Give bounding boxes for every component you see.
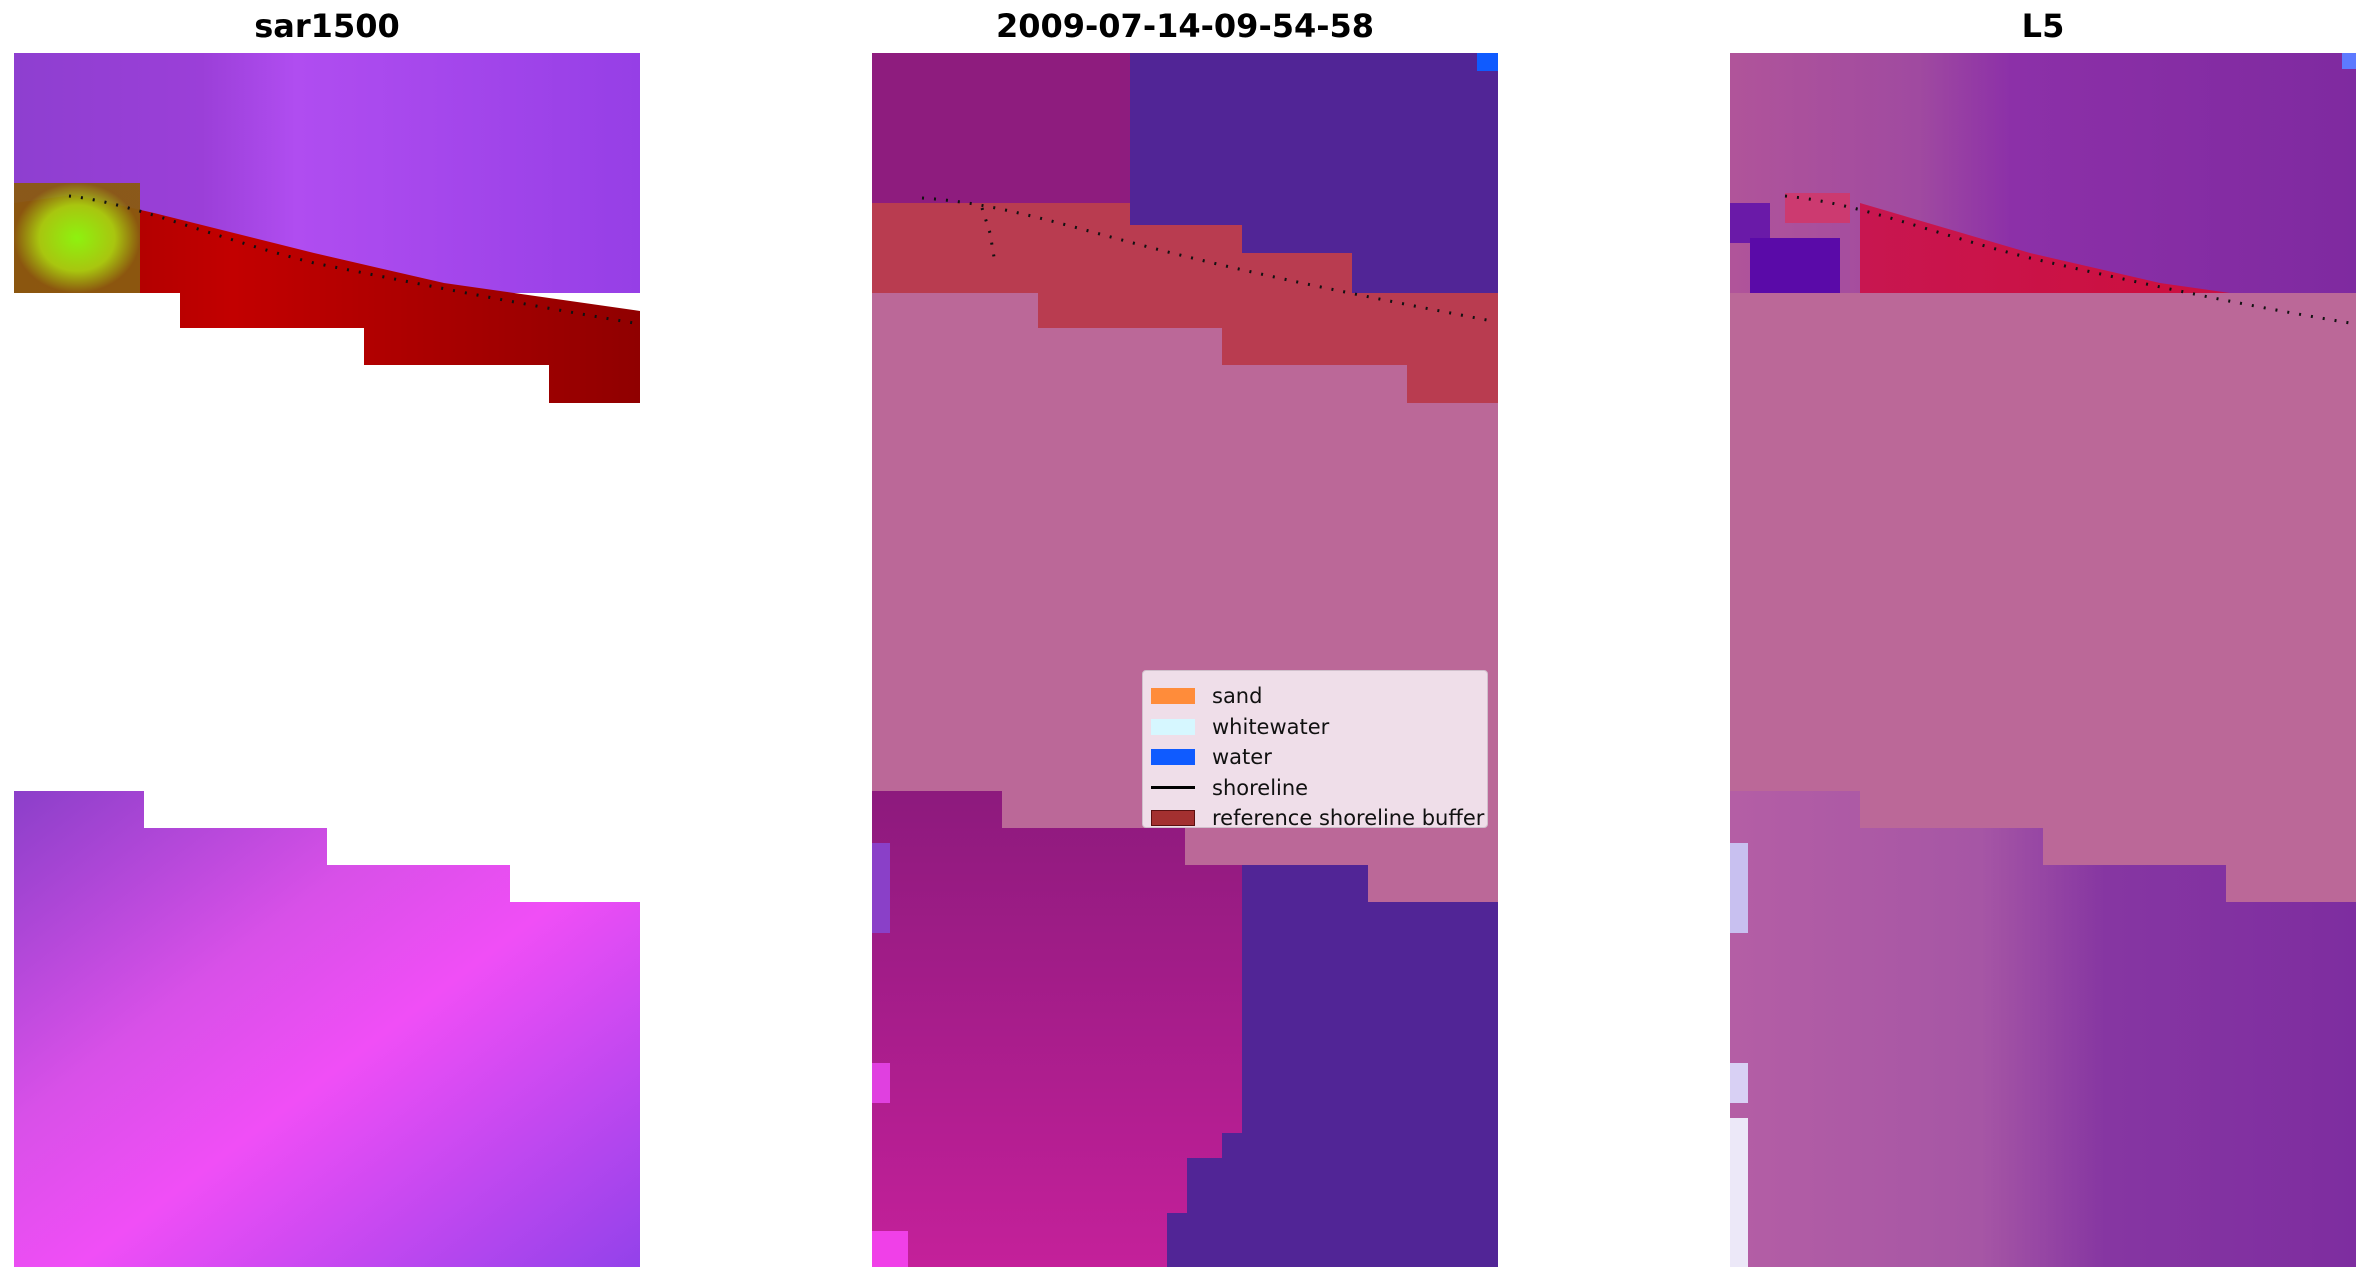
l5-image — [1730, 53, 2356, 1267]
water-swatch — [1151, 749, 1195, 766]
classified-image — [872, 53, 1498, 1267]
legend-item-water: water — [1151, 742, 1477, 773]
image-panel-sar1500 — [14, 53, 640, 1267]
image-panel-classified — [872, 53, 1498, 1267]
legend-label: sand — [1212, 684, 1263, 709]
buffer-swatch — [1151, 810, 1195, 827]
legend-label: shoreline — [1212, 775, 1309, 800]
legend-label: reference shoreline buffer — [1212, 806, 1485, 831]
legend-item-whitewater: whitewater — [1151, 712, 1477, 743]
image-panel-l5 — [1730, 53, 2356, 1267]
legend-label: whitewater — [1212, 714, 1330, 739]
legend-item-sand: sand — [1151, 681, 1477, 712]
shoreline-line — [1151, 786, 1195, 790]
sand-swatch — [1151, 688, 1195, 705]
legend-label: water — [1212, 745, 1272, 770]
panel-title-sar1500: sar1500 — [254, 7, 400, 45]
sar1500-image — [14, 53, 640, 1267]
legend-item-buffer: reference shoreline buffer — [1151, 803, 1484, 834]
whitewater-swatch — [1151, 718, 1195, 735]
panel-title-l5: L5 — [2021, 7, 2065, 45]
panel-title-date: 2009-07-14-09-54-58 — [995, 7, 1375, 45]
legend-item-shoreline: shoreline — [1151, 773, 1477, 804]
legend: sand whitewater water shoreline referenc… — [1142, 670, 1488, 830]
